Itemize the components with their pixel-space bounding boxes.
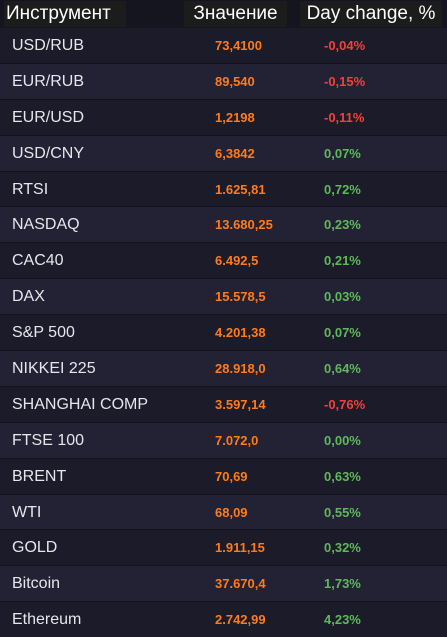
day-change-value: 0,32% <box>324 540 361 556</box>
instrument-value: 4.201,38 <box>215 325 266 341</box>
table-row[interactable]: BRENT 70,69 0,63% <box>0 458 447 495</box>
instrument-value: 6,3842 <box>215 145 255 161</box>
table-row[interactable]: Ethereum 2.742,99 4,23% <box>0 602 447 637</box>
quotes-table-body: USD/RUB 73,4100 -0,04% EUR/RUB 89,540 -0,15% E… <box>0 28 447 637</box>
table-row[interactable]: CAC40 6.492,5 0,21% <box>0 243 447 280</box>
column-header-instrument[interactable]: Инструмент <box>4 1 126 27</box>
table-row[interactable]: DAX 15.578,5 0,03% <box>0 279 447 316</box>
day-change-value: 4,23% <box>324 612 361 628</box>
table-row[interactable]: USD/RUB 73,4100 -0,04% <box>0 28 447 64</box>
table-row[interactable]: SHANGHAI COMP 3.597,14 -0,76% <box>0 386 447 423</box>
instrument-value: 1.911,15 <box>215 540 265 556</box>
instrument-value: 68,09 <box>215 504 248 520</box>
table-row[interactable]: S&P 500 4.201,38 0,07% <box>0 315 447 352</box>
table-row[interactable]: EUR/USD 1,2198 -0,11% <box>0 99 447 136</box>
instrument-value: 3.597,14 <box>215 396 266 412</box>
instrument-value: 28.918,0 <box>215 361 266 377</box>
instrument-value: 1,2198 <box>215 109 255 125</box>
instrument-name: S&P 500 <box>12 324 75 342</box>
table-row[interactable]: WTI 68,09 0,55% <box>0 494 447 531</box>
day-change-value: 0,07% <box>324 145 361 161</box>
table-row[interactable]: Bitcoin 37.670,4 1,73% <box>0 566 447 603</box>
instrument-name: NIKKEI 225 <box>12 360 96 378</box>
instrument-value: 89,540 <box>215 73 255 89</box>
instrument-name: EUR/USD <box>12 108 85 126</box>
day-change-value: 0,55% <box>324 504 361 520</box>
instrument-name: RTSI <box>12 180 49 198</box>
instrument-value: 7.072,0 <box>215 432 259 448</box>
instrument-name: GOLD <box>12 539 58 557</box>
instrument-value: 73,4100 <box>215 38 262 53</box>
column-header-value[interactable]: Значение <box>184 1 287 27</box>
column-header-day-change[interactable]: Day change, % <box>300 1 442 27</box>
day-change-value: -0,76% <box>324 396 366 412</box>
day-change-value: 1,73% <box>324 576 361 592</box>
instrument-value: 6.492,5 <box>215 253 259 269</box>
day-change-value: 0,03% <box>324 289 361 305</box>
table-row[interactable]: EUR/RUB 89,540 -0,15% <box>0 63 447 100</box>
instrument-name: WTI <box>12 503 42 521</box>
instrument-name: CAC40 <box>12 252 64 270</box>
instrument-name: NASDAQ <box>12 216 80 234</box>
day-change-value: 0,21% <box>324 253 361 269</box>
instrument-name: Bitcoin <box>12 575 61 593</box>
day-change-value: 0,07% <box>324 325 361 341</box>
instrument-value: 15.578,5 <box>215 289 266 305</box>
instrument-value: 13.680,25 <box>215 217 273 233</box>
instrument-name: FTSE 100 <box>12 431 85 449</box>
table-row[interactable]: FTSE 100 7.072,0 0,00% <box>0 422 447 459</box>
instrument-value: 1.625,81 <box>215 181 266 197</box>
table-header: Инструмент Значение Day change, % <box>0 0 447 28</box>
instrument-value: 2.742,99 <box>215 612 266 628</box>
day-change-value: -0,15% <box>324 73 366 89</box>
table-row[interactable]: NASDAQ 13.680,25 0,23% <box>0 207 447 244</box>
table-row[interactable]: USD/CNY 6,3842 0,07% <box>0 135 447 172</box>
table-row[interactable]: RTSI 1.625,81 0,72% <box>0 171 447 208</box>
day-change-value: 0,00% <box>324 432 361 448</box>
day-change-value: 0,23% <box>324 217 361 233</box>
instrument-name: EUR/RUB <box>12 72 85 90</box>
instrument-value: 70,69 <box>215 468 248 484</box>
table-row[interactable]: NIKKEI 225 28.918,0 0,64% <box>0 351 447 387</box>
day-change-value: 0,63% <box>324 468 361 484</box>
day-change-value: -0,04% <box>324 38 366 53</box>
instrument-value: 37.670,4 <box>215 576 266 592</box>
instrument-name: USD/CNY <box>12 144 85 162</box>
day-change-value: 0,64% <box>324 361 361 377</box>
instrument-name: SHANGHAI COMP <box>12 395 149 413</box>
instrument-name: Ethereum <box>12 611 82 629</box>
instrument-name: BRENT <box>12 467 67 485</box>
day-change-value: 0,72% <box>324 181 361 197</box>
instrument-name: USD/RUB <box>12 37 85 54</box>
day-change-value: -0,11% <box>324 109 365 125</box>
table-row[interactable]: GOLD 1.911,15 0,32% <box>0 530 447 567</box>
instrument-name: DAX <box>12 288 45 306</box>
